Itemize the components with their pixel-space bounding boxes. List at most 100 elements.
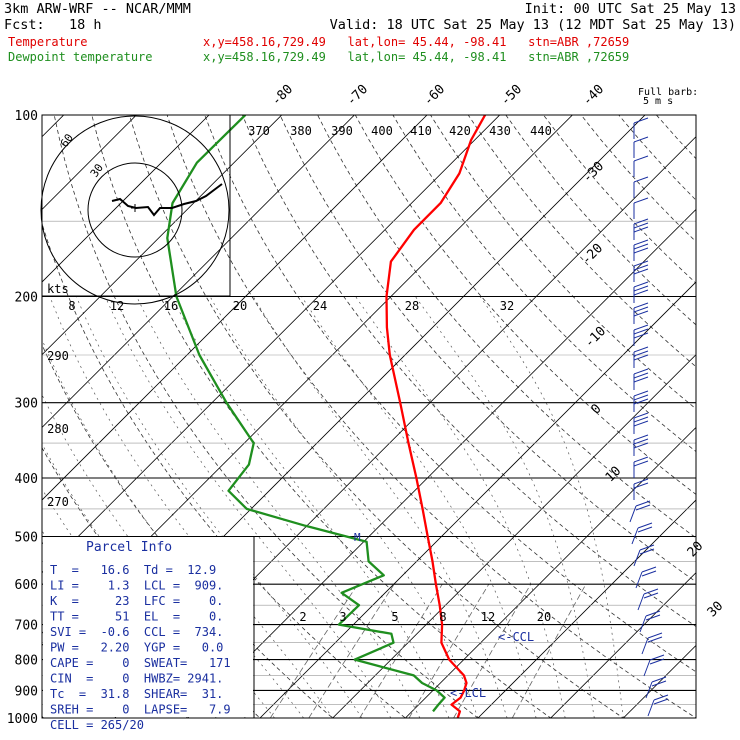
mixing-ratio-label: 12 <box>481 610 495 624</box>
dry-adiabat <box>279 115 696 718</box>
mixing-ratio-label: 2 <box>299 610 306 624</box>
isotherm <box>246 115 696 718</box>
wind-barb-flag <box>635 500 651 507</box>
wind-barb-flag <box>637 526 653 533</box>
wind-barb-flag <box>633 354 649 361</box>
wind-barb-flag <box>633 390 649 397</box>
mixing-ratio-label: 3 <box>339 610 346 624</box>
isotherm-label: 0 <box>588 401 604 417</box>
wind-barb-flag <box>633 310 649 317</box>
wind-barb <box>637 593 645 611</box>
pressure-label-400: 400 <box>15 472 38 487</box>
dry-adiabat <box>392 115 696 718</box>
wind-barb-flag <box>649 658 665 665</box>
isotherm-label: 30 <box>705 599 727 621</box>
wind-barb-flag <box>633 302 649 309</box>
wind-barb-flag <box>633 482 649 489</box>
hodograph-unit: kts <box>47 282 69 296</box>
wind-barb-flag <box>653 698 669 705</box>
wind-barb-flag <box>633 412 649 419</box>
wind-barb-flag <box>633 239 649 246</box>
theta-e-label: 390 <box>331 124 353 138</box>
isotherm <box>42 115 369 718</box>
parcel-info-row: CIN = 0 HWBZ= 2941. <box>50 672 223 686</box>
wind-barb-flag <box>633 260 649 267</box>
isotherm-label: -80 <box>269 82 296 109</box>
wind-barb-flag <box>643 592 659 599</box>
wind-barb-flag <box>633 324 649 331</box>
wind-barb-flag <box>633 350 649 357</box>
parcel-info-box <box>43 537 255 718</box>
wind-barb-flag <box>633 394 649 401</box>
dry-adiabat <box>693 115 696 718</box>
wind-barb <box>633 549 641 567</box>
theta-e-label: 380 <box>290 124 312 138</box>
adiabat-label: 290 <box>47 349 69 363</box>
wind-barb-flag <box>633 264 649 271</box>
temperature-legend-info: x,y=458.16,729.49 lat,lon= 45.44, -98.41… <box>203 35 630 49</box>
moist-adiabat <box>136 296 421 718</box>
wind-barb-flag <box>633 420 649 427</box>
wind-barb-flag <box>633 416 649 423</box>
pressure-label-900: 900 <box>15 684 38 699</box>
dry-adiabat <box>91 115 570 718</box>
theta-e-label: 420 <box>449 124 471 138</box>
wind-barb-flag <box>649 654 665 661</box>
ridge-label: 32 <box>500 299 514 313</box>
isotherm <box>392 115 696 718</box>
parcel-info-row: SREH = 0 LAPSE= 7.9 <box>50 703 231 717</box>
wind-barb-flag <box>633 438 649 445</box>
wind-barb <box>647 699 655 717</box>
wind-barb-flag <box>641 570 657 577</box>
dry-adiabat <box>430 115 696 718</box>
wind-barb <box>643 659 651 677</box>
theta-e-label: 440 <box>530 124 552 138</box>
wind-barb-flag <box>651 676 667 683</box>
dry-adiabat <box>656 115 696 718</box>
init-time: Init: 00 UTC Sat 25 May 13 <box>524 1 736 17</box>
wind-barb-flag <box>633 281 649 288</box>
ridge-label: 8 <box>68 299 75 313</box>
theta-e-label: 400 <box>371 124 393 138</box>
pressure-label-1000: 1000 <box>7 712 38 727</box>
adiabat-label: 280 <box>47 422 69 436</box>
isotherm <box>610 115 696 718</box>
theta-e-label: 410 <box>410 124 432 138</box>
parcel-info-row: SVI = -0.6 CCL = 734. <box>50 625 223 639</box>
parcel-info-row: Tc = 31.8 SHEAR= 31. <box>50 687 223 701</box>
mixing-ratio-line <box>511 584 587 718</box>
isotherm-label: -20 <box>579 241 606 268</box>
isotherm-label: -40 <box>580 82 607 109</box>
isotherm-label: -30 <box>580 159 607 186</box>
dry-adiabat <box>53 115 496 718</box>
isotherm <box>42 115 296 718</box>
isotherm <box>42 115 441 718</box>
ridge-label: 24 <box>313 299 327 313</box>
wind-barb-flag <box>633 442 649 449</box>
moist-adiabat <box>301 296 537 718</box>
wind-barb-flag <box>633 434 649 441</box>
isotherm <box>42 115 514 718</box>
isotherm-label: -70 <box>344 82 371 109</box>
wind-barb-flag <box>651 680 667 687</box>
wind-barb-flag <box>633 155 649 162</box>
hodograph-ring-label-30: 30 <box>88 161 106 179</box>
dewpoint-profile <box>166 115 446 713</box>
lcl-marker: <-LCL <box>450 686 486 700</box>
wind-barb-flag <box>633 136 649 143</box>
dewpoint-legend-label: Dewpoint temperature <box>8 50 153 64</box>
wind-barb-flag <box>639 548 655 555</box>
wind-barb-flag <box>645 610 661 617</box>
wind-barb-flag <box>633 478 649 485</box>
pressure-label-500: 500 <box>15 530 38 545</box>
isotherm <box>682 115 696 718</box>
wind-barb-flag <box>633 346 649 353</box>
moist-adiabat <box>42 296 304 718</box>
wind-barb-flag <box>641 566 657 573</box>
isotherm <box>42 115 223 718</box>
wind-barb-flag <box>633 398 649 405</box>
wind-barb <box>631 527 639 545</box>
wind-barb-flag <box>653 694 669 701</box>
